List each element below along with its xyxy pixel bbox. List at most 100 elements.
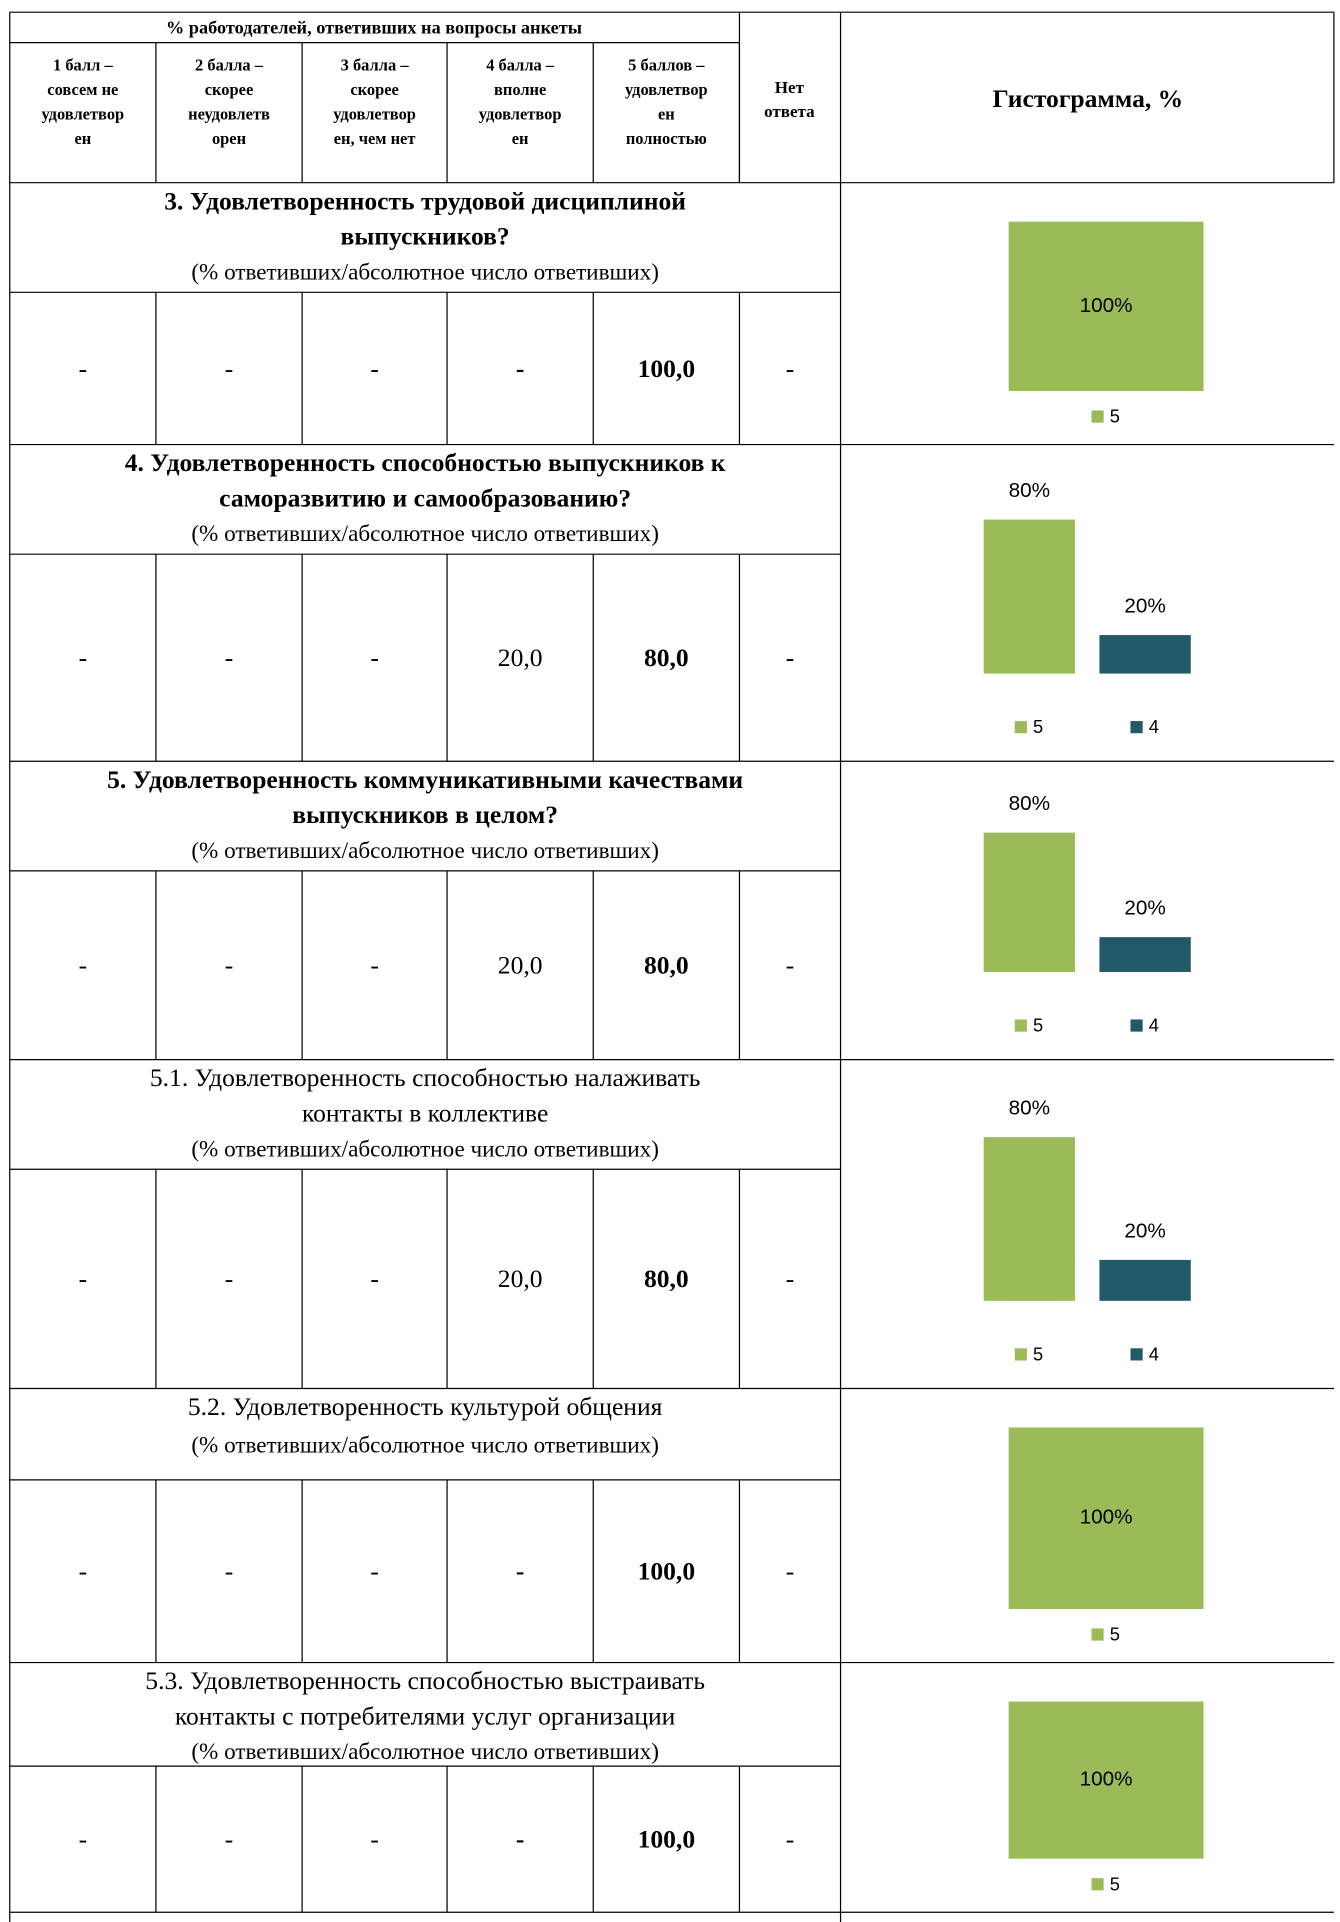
column-header: вполне [494,80,546,99]
column-header: скорее [350,80,399,99]
cell-value: 100,0 [638,1824,696,1853]
column-header: ен [658,104,675,123]
legend-swatch [1014,1348,1027,1361]
bar [983,1137,1076,1301]
cell-value: - [79,951,88,980]
section-title: 5.2. Удовлетворенность культурой общения [188,1392,663,1421]
cell-value: - [786,1557,795,1586]
bar-label: 100% [1080,294,1133,317]
cell-value: - [225,354,234,383]
cell-value: - [786,951,795,980]
section-title: контакты в коллективе [302,1099,548,1128]
column-header: полностью [626,129,707,148]
section-title: 4. Удовлетворенность способностью выпуск… [125,448,726,477]
column-header: удовлетвор [41,104,124,123]
cell-value: - [516,1824,525,1853]
cell-value: - [79,1264,88,1293]
bar-label: 100% [1080,1768,1133,1791]
section-title: саморазвитию и самообразованию? [219,483,631,512]
cell-value: 80,0 [644,643,689,672]
legend-swatch [1130,721,1143,734]
column-header: орен [212,129,247,148]
column-header: 4 балла – [486,56,555,75]
column-header: удовлетвор [333,104,416,123]
cell-value: - [786,643,795,672]
legend-label: 4 [1149,1343,1159,1364]
cell-value: - [79,643,88,672]
column-header: ответа [764,102,815,121]
cell-value: 20,0 [498,1264,543,1293]
cell-value: 80,0 [644,951,689,980]
column-header: ен [74,129,91,148]
cell-value: 100,0 [638,354,696,383]
legend-swatch [1091,1878,1104,1891]
bar [1008,221,1204,391]
column-header: неудовлетв [188,104,270,123]
column-header: 3 балла – [341,56,410,75]
legend-label: 5 [1033,1343,1043,1364]
bar [1008,1427,1204,1609]
section-title: контакты с потребителями услуг организац… [175,1701,676,1730]
cell-value: - [225,1557,234,1586]
section-title: 5.1. Удовлетворенность способностью нала… [150,1063,701,1092]
bar-label: 80% [1009,792,1050,815]
section-subtitle: (% ответивших/абсолютное число ответивши… [191,259,659,285]
cell-value: 100,0 [638,1557,696,1586]
bar-label: 20% [1124,1219,1165,1242]
cell-value: 20,0 [498,951,543,980]
group-title: % работодателей, ответивших на вопросы а… [166,17,582,37]
bar [983,832,1076,972]
column-header: 5 баллов – [628,56,705,75]
legend-label: 5 [1033,716,1043,737]
section-title: 5.3. Удовлетворенность способностью выст… [145,1666,705,1695]
section-subtitle: (% ответивших/абсолютное число ответивши… [191,1136,659,1162]
column-header: удовлетвор [625,80,708,99]
section-subtitle: (% ответивших/абсолютное число ответивши… [191,521,659,547]
legend-label: 5 [1110,1624,1120,1645]
cell-value: - [786,1264,795,1293]
legend-label: 5 [1110,1873,1120,1894]
histogram-header: Гистограмма, % [992,84,1183,113]
cell-value: - [225,1824,234,1853]
bar [1099,1259,1191,1301]
cell-value: - [370,1557,379,1586]
section-title: 3. Удовлетворенность трудовой дисциплино… [164,186,686,215]
legend-label: 4 [1149,716,1159,737]
bar-label: 20% [1124,897,1165,920]
bar [1008,1701,1204,1859]
cell-value: - [370,1264,379,1293]
column-header: ен [512,129,529,148]
section-title: 5. Удовлетворенность коммуникативными ка… [107,765,743,794]
legend-swatch [1014,721,1027,734]
section-subtitle: (% ответивших/абсолютное число ответивши… [191,1739,659,1765]
section-title: выпускников в целом? [292,800,558,829]
bar-label: 100% [1080,1506,1133,1529]
cell-value: - [225,951,234,980]
legend-label: 5 [1110,406,1120,427]
legend-label: 5 [1033,1015,1043,1036]
legend-swatch [1091,1628,1104,1641]
cell-value: - [79,354,88,383]
cell-value: - [786,1824,795,1853]
column-header: 1 балл – [53,56,113,75]
cell-value: - [79,1557,88,1586]
legend-swatch [1014,1019,1027,1032]
bar [1099,937,1191,972]
cell-value: - [370,643,379,672]
bar [1099,635,1191,674]
column-header: ен, чем нет [334,129,416,148]
column-header: совсем не [47,80,118,99]
legend-swatch [1130,1348,1143,1361]
bar [983,519,1076,674]
cell-value: 80,0 [644,1264,689,1293]
bar-label: 80% [1009,1097,1050,1120]
legend-swatch [1130,1019,1143,1032]
cell-value: - [786,354,795,383]
section-title: выпускников? [341,222,510,251]
cell-value: - [370,1824,379,1853]
column-header: Нет [775,78,805,97]
cell-value: - [516,1557,525,1586]
bar-label: 20% [1124,595,1165,618]
bar-label: 80% [1009,479,1050,502]
